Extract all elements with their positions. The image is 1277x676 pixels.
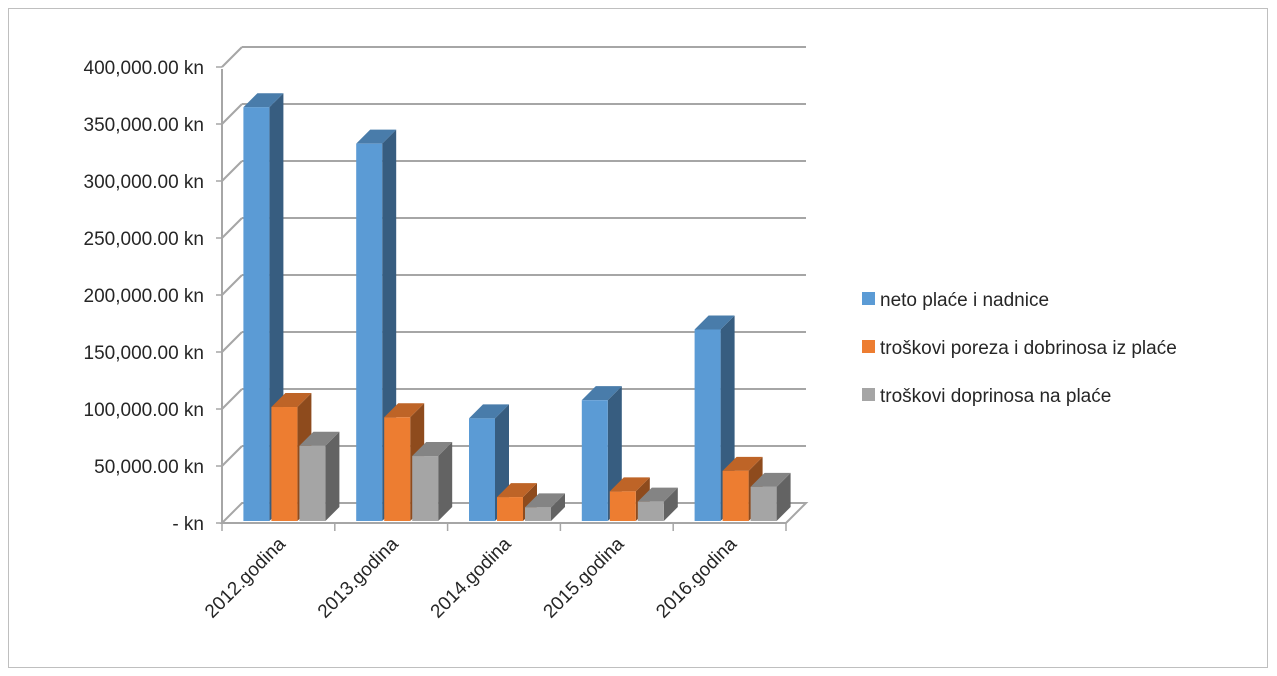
bar	[412, 442, 453, 521]
legend-swatch	[862, 388, 875, 401]
bar-side	[663, 487, 678, 521]
bar-side	[325, 431, 340, 521]
chart-frame	[8, 8, 1268, 668]
x-tick-label: 2013.godina	[314, 533, 403, 622]
bar-front	[412, 456, 439, 521]
bar-front	[525, 507, 551, 521]
bar-front	[271, 407, 298, 521]
legend-label: neto plaće i nadnice	[880, 290, 1049, 311]
y-tick-label: - kn	[172, 514, 204, 535]
bar-side	[551, 493, 565, 521]
bar-top	[694, 315, 735, 330]
bar-front	[384, 417, 411, 521]
bar-top	[722, 456, 763, 471]
bar-top	[412, 442, 453, 457]
bar-front	[750, 486, 777, 521]
gridline-side	[221, 217, 243, 239]
gridline-side	[221, 103, 243, 125]
bar-front	[299, 445, 326, 521]
y-axis-ticks: - kn 50,000.00 kn 100,000.00 kn 150,000.00 …	[84, 58, 222, 535]
bar-front	[581, 400, 608, 521]
gridline-side	[221, 160, 243, 182]
legend-swatch	[862, 292, 875, 305]
x-tick-label: 2012.godina	[201, 533, 290, 622]
bar-front	[694, 329, 721, 521]
y-tick-label: 400,000.00 kn	[84, 58, 204, 79]
bar-top	[299, 431, 340, 446]
bar	[525, 493, 565, 521]
y-tick-label: 100,000.00 kn	[84, 400, 204, 421]
gridline-side	[221, 445, 243, 467]
bar	[750, 472, 791, 521]
bar-top	[581, 386, 622, 401]
bar-top	[609, 477, 650, 492]
legend: neto plaće i nadnice troškovi poreza i do…	[862, 290, 1177, 407]
legend-swatch	[862, 340, 875, 353]
bar	[637, 487, 678, 521]
bar-front	[637, 501, 664, 521]
bar-top	[243, 93, 284, 108]
bar-top	[637, 487, 678, 502]
y-tick-label: 300,000.00 kn	[84, 172, 204, 193]
legend-label: troškovi poreza i dobrinosa iz plaće	[880, 338, 1177, 359]
gridline-side	[221, 46, 243, 68]
bar-top	[750, 472, 791, 487]
bar-top	[525, 493, 565, 508]
y-tick-label: 50,000.00 kn	[94, 457, 204, 478]
bar-top	[356, 129, 397, 144]
legend-item: troškovi doprinosa na plaće	[862, 386, 1111, 407]
bar-front	[609, 491, 636, 521]
x-axis-ticks: 2012.godina 2013.godina 2014.godina 2015.go…	[201, 523, 787, 623]
bar-front	[469, 418, 495, 521]
bar-top	[271, 393, 312, 408]
legend-item: troškovi poreza i dobrinosa iz plaće	[862, 338, 1177, 359]
legend-item: neto plaće i nadnice	[862, 290, 1049, 311]
bar-side	[438, 442, 453, 521]
bar-front	[722, 470, 749, 521]
x-tick-label: 2014.godina	[427, 533, 516, 622]
bars	[243, 93, 791, 521]
y-tick-label: 200,000.00 kn	[84, 286, 204, 307]
y-tick-label: 250,000.00 kn	[84, 229, 204, 250]
bar-front	[356, 143, 383, 521]
bar	[581, 386, 622, 521]
x-tick-label: 2016.godina	[652, 533, 741, 622]
y-tick-label: 150,000.00 kn	[84, 343, 204, 364]
bar-top	[469, 404, 509, 419]
gridline-side	[221, 274, 243, 296]
legend-label: troškovi doprinosa na plaće	[880, 386, 1111, 407]
bar-top	[384, 403, 425, 418]
bar-side	[776, 472, 791, 521]
bar	[356, 129, 397, 521]
bar-front	[497, 497, 523, 521]
bar-top	[497, 483, 537, 498]
gridline-side	[221, 331, 243, 353]
x-tick-label: 2015.godina	[540, 533, 629, 622]
y-tick-label: 350,000.00 kn	[84, 115, 204, 136]
bar	[299, 431, 340, 521]
gridline-side	[221, 388, 243, 410]
bar-front	[243, 107, 270, 521]
